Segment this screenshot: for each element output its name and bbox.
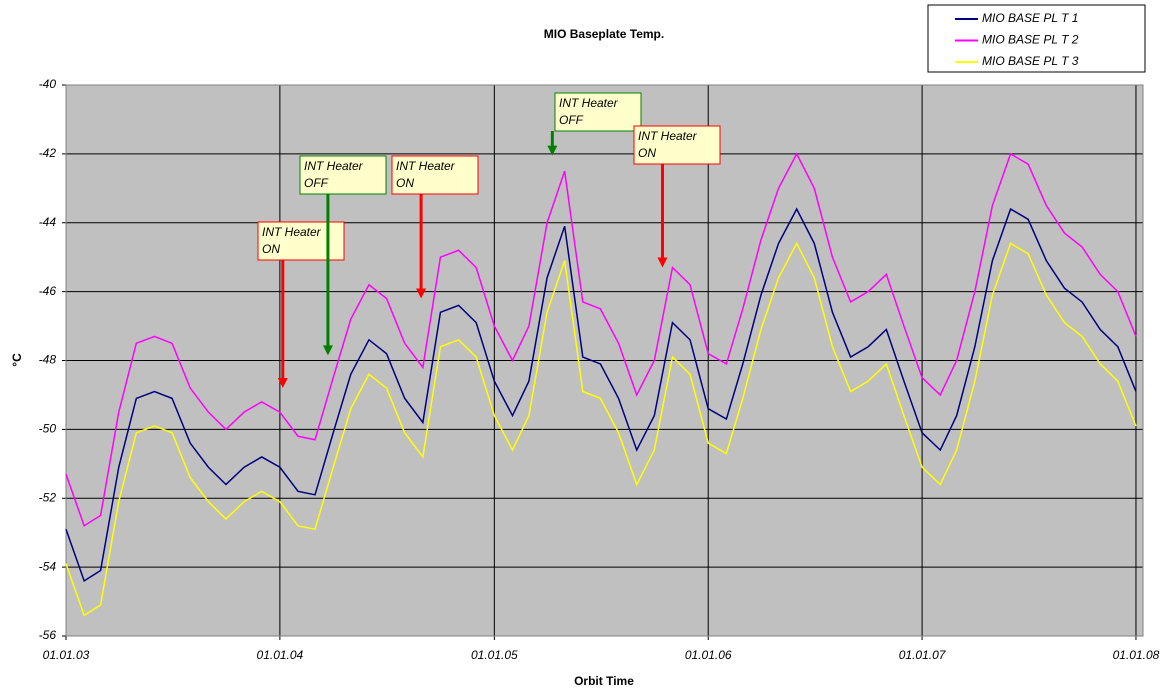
- annotation-text: INT Heater: [638, 129, 698, 143]
- y-axis-label: °C: [10, 353, 24, 367]
- x-tick-label: 01.01.03: [43, 648, 90, 662]
- x-tick-label: 01.01.06: [685, 648, 732, 662]
- y-tick-label: -44: [39, 215, 57, 229]
- annotation-text: INT Heater: [262, 225, 322, 239]
- legend-label: MIO BASE PL T 1: [982, 11, 1078, 25]
- annotation-arrowhead: [657, 257, 668, 268]
- series-line: [65, 152, 1137, 527]
- y-tick-label: -48: [39, 353, 57, 367]
- annotation-text: ON: [638, 146, 656, 160]
- y-tick-label: -40: [39, 77, 57, 91]
- y-tick-label: -46: [39, 284, 57, 298]
- annotation-box: [391, 155, 479, 195]
- series-line: [65, 241, 1137, 617]
- y-tick-label: -50: [39, 422, 57, 436]
- annotation-text: ON: [396, 176, 414, 190]
- chart-title: MIO Baseplate Temp.: [544, 27, 664, 41]
- y-tick-label: -54: [39, 559, 57, 573]
- annotation-arrowhead: [322, 345, 333, 356]
- legend-label: MIO BASE PL T 2: [982, 33, 1079, 47]
- annotation-arrowhead: [416, 288, 427, 299]
- annotation-box: [633, 125, 721, 165]
- legend-label: MIO BASE PL T 3: [982, 54, 1079, 68]
- annotation-arrowhead: [547, 145, 558, 156]
- x-tick-label: 01.01.04: [257, 648, 304, 662]
- annotation-box: [554, 92, 642, 132]
- annotation-box: [257, 221, 345, 261]
- x-tick-label: 01.01.05: [471, 648, 518, 662]
- annotation-text: OFF: [559, 113, 584, 127]
- annotation-text: OFF: [304, 176, 329, 190]
- annotation-arrowhead: [277, 378, 288, 389]
- x-axis-label: Orbit Time: [574, 674, 634, 688]
- annotation-text: INT Heater: [304, 159, 364, 173]
- plot-border: [65, 84, 1144, 637]
- annotation-text: INT Heater: [396, 159, 456, 173]
- annotation-text: ON: [262, 242, 280, 256]
- y-tick-label: -52: [39, 490, 57, 504]
- series-line: [65, 207, 1137, 583]
- y-tick-label: -56: [39, 628, 57, 642]
- legend: [927, 4, 1146, 73]
- y-tick-label: -42: [39, 146, 57, 160]
- annotation-box: [299, 155, 387, 195]
- x-tick-label: 01.01.07: [899, 648, 947, 662]
- x-tick-label: 01.01.08: [1113, 648, 1160, 662]
- annotation-text: INT Heater: [559, 96, 619, 110]
